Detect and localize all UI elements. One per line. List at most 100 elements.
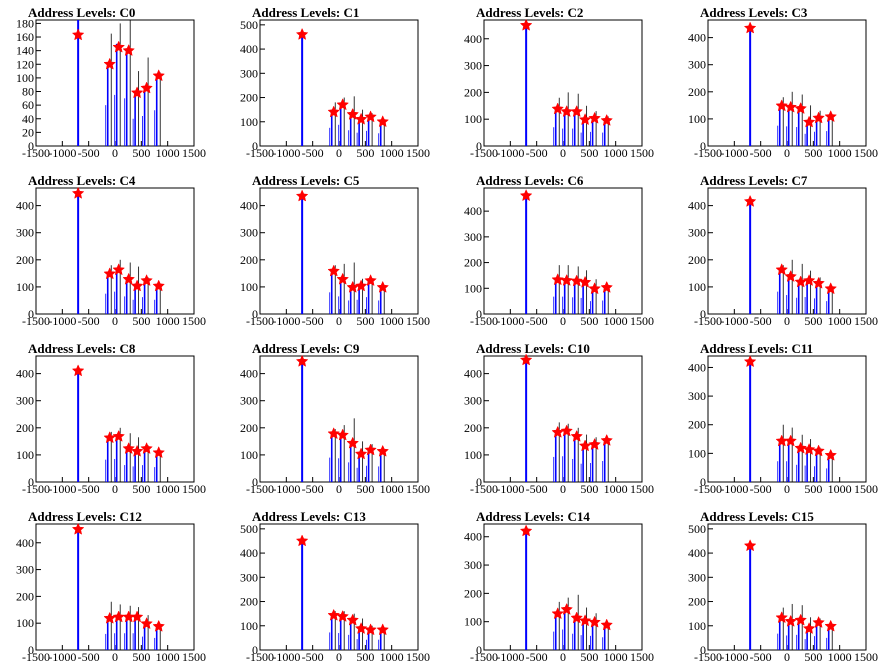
peak-marker	[336, 272, 350, 285]
x-tick-label: -1000	[272, 482, 300, 496]
panel-title: Address Levels: C12	[28, 509, 142, 524]
y-tick-label: 100	[688, 112, 706, 126]
x-tick-label: 1000	[828, 314, 852, 328]
x-tick-label: -1000	[496, 146, 524, 160]
peak-marker	[519, 353, 533, 366]
x-tick-label: 500	[356, 482, 374, 496]
peak-marker	[578, 614, 592, 627]
peak-marker	[295, 27, 309, 40]
panel-c9: Address Levels: C9 0 100 200 300 400 -1500-100…	[240, 341, 430, 496]
plot-frame	[259, 523, 419, 651]
y-tick-label: 200	[688, 418, 706, 432]
panel-c4: Address Levels: C4 0 100 200 300 400 -1500-100…	[16, 173, 206, 328]
y-tick-label: 140	[16, 44, 34, 58]
peak-marker	[364, 274, 377, 286]
peak-marker	[784, 614, 797, 627]
peak-marker	[327, 608, 340, 621]
peak-marker	[812, 444, 825, 457]
x-tick-label: 0	[112, 650, 118, 664]
x-tick-label: -500	[750, 314, 772, 328]
y-tick-label: 400	[464, 32, 482, 46]
x-tick-label: 1500	[406, 482, 430, 496]
panel-title: Address Levels: C13	[252, 509, 366, 524]
x-tick-label: 1000	[828, 650, 852, 664]
x-tick-label: -500	[750, 146, 772, 160]
peak-marker	[743, 194, 757, 207]
y-tick-label: 100	[16, 616, 34, 630]
x-tick-label: -1500	[694, 482, 722, 496]
y-tick-label: 400	[688, 360, 706, 374]
x-tick-label: 0	[784, 314, 790, 328]
x-tick-label: -1000	[720, 146, 748, 160]
y-tick-label: 300	[240, 226, 258, 240]
peak-marker	[588, 437, 601, 451]
peak-marker	[103, 431, 116, 444]
y-tick-label: 500	[688, 522, 706, 536]
x-tick-label: -1500	[22, 650, 50, 664]
x-tick-label: 1500	[854, 650, 878, 664]
x-tick-label: 1500	[182, 146, 206, 160]
y-tick-label: 400	[688, 31, 706, 45]
peak-marker	[346, 107, 359, 120]
peak-marker	[112, 610, 126, 623]
x-tick-label: 1000	[604, 650, 628, 664]
y-tick-label: 400	[240, 199, 258, 213]
peak-marker	[295, 354, 309, 367]
peak-marker	[364, 110, 377, 123]
peak-marker	[794, 613, 807, 626]
y-tick-label: 300	[464, 59, 482, 73]
x-tick-label: -500	[78, 482, 100, 496]
y-tick-label: 100	[16, 280, 34, 294]
y-tick-label: 0	[700, 307, 706, 321]
panel-title: Address Levels: C7	[700, 173, 808, 188]
x-tick-label: -1000	[272, 314, 300, 328]
peak-marker	[824, 110, 837, 123]
peak-marker	[71, 364, 85, 377]
y-tick-label: 200	[464, 256, 482, 270]
peak-marker	[327, 105, 340, 118]
y-tick-label: 20	[22, 125, 34, 139]
x-tick-label: -1500	[246, 146, 274, 160]
panel-title: Address Levels: C3	[700, 5, 808, 20]
peak-marker	[812, 615, 825, 629]
peak-marker	[376, 444, 389, 457]
y-tick-label: 200	[16, 589, 34, 603]
peak-marker	[570, 429, 583, 442]
x-tick-label: -1000	[496, 314, 524, 328]
x-tick-label: 0	[560, 650, 566, 664]
x-tick-label: 0	[784, 482, 790, 496]
y-tick-label: 400	[240, 367, 258, 381]
y-tick-label: 0	[700, 475, 706, 489]
y-tick-label: 300	[464, 230, 482, 244]
panel-c13: Address Levels: C13 0 100 200 300 400 500 -1500…	[240, 509, 430, 664]
panel-c0: Address Levels: C00204060801001201401601…	[16, 5, 206, 160]
x-tick-label: 0	[112, 314, 118, 328]
x-tick-label: 1500	[854, 146, 878, 160]
y-tick-label: 0	[252, 643, 258, 657]
y-tick-label: 0	[28, 643, 34, 657]
peak-marker	[354, 279, 368, 292]
y-tick-label: 300	[688, 389, 706, 403]
peak-marker	[103, 267, 116, 280]
panel-c3: Address Levels: C3 0 100 200 300 400 -1500-100…	[688, 5, 878, 160]
x-tick-label: -1500	[470, 650, 498, 664]
y-tick-label: 400	[240, 42, 258, 56]
peak-marker	[376, 623, 389, 636]
peak-marker	[600, 280, 613, 293]
x-tick-label: 1000	[156, 314, 180, 328]
peak-marker	[336, 428, 350, 441]
peak-marker	[364, 623, 377, 636]
peak-marker	[812, 111, 825, 124]
peak-marker	[578, 275, 592, 288]
peak-marker	[794, 441, 807, 454]
y-tick-label: 200	[16, 421, 34, 435]
x-tick-label: 1000	[380, 482, 404, 496]
panel-title: Address Levels: C14	[476, 509, 590, 524]
y-tick-label: 100	[464, 112, 482, 126]
peak-marker	[519, 524, 533, 537]
peak-marker	[812, 276, 825, 289]
x-tick-label: 500	[132, 482, 150, 496]
x-tick-label: 1000	[828, 146, 852, 160]
x-tick-label: -1500	[470, 146, 498, 160]
plot-frame	[35, 523, 195, 651]
